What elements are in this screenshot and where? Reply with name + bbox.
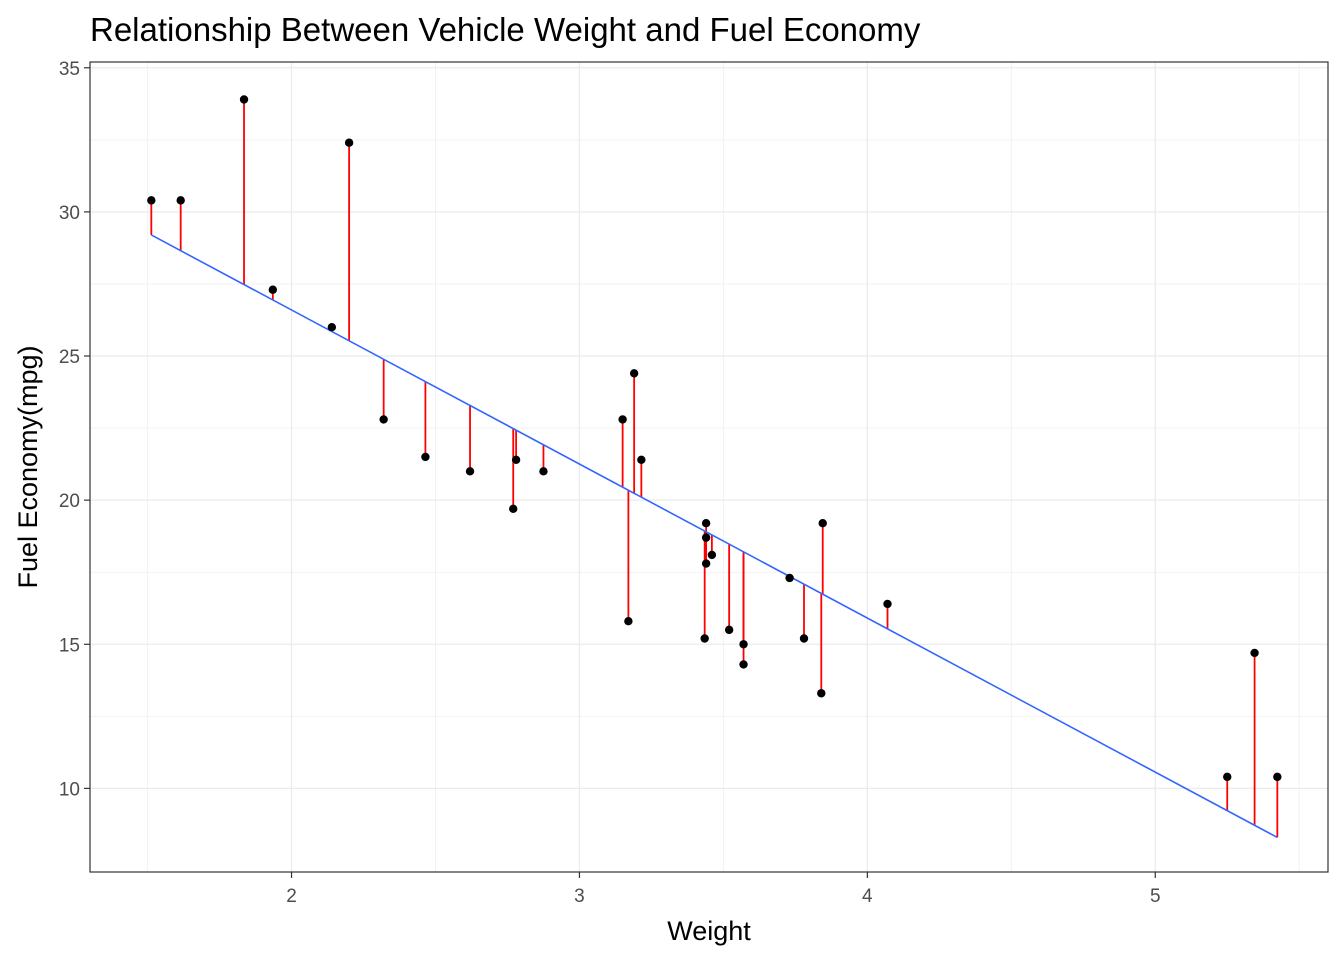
data-point [700, 634, 709, 643]
y-tick-label: 15 [59, 635, 80, 656]
data-point [799, 634, 809, 643]
x-tick-label: 5 [1150, 886, 1161, 907]
data-point [421, 452, 430, 462]
regression-line-group [150, 234, 1278, 839]
data-point [618, 415, 627, 424]
data-point [1250, 648, 1259, 658]
data-point [176, 196, 185, 205]
data-point [818, 519, 827, 528]
data-point [239, 95, 249, 104]
data-point [637, 455, 646, 464]
data-point [465, 467, 475, 476]
data-point [701, 519, 711, 528]
x-axis-label: Weight [667, 916, 751, 946]
data-point [883, 599, 892, 609]
data-point [629, 369, 639, 378]
data-point [624, 617, 633, 626]
data-points [147, 95, 1282, 782]
data-point [379, 415, 388, 424]
data-point [701, 533, 711, 542]
y-tick-label: 20 [59, 491, 80, 512]
residual-lines [150, 99, 1279, 838]
y-axis-label: Fuel Economy(mpg) [13, 345, 43, 588]
data-point [817, 689, 826, 698]
data-point [511, 455, 521, 464]
data-point [707, 550, 717, 560]
data-point [147, 196, 156, 205]
plot-border [89, 61, 1329, 873]
grid-lines [90, 62, 1328, 872]
data-point [1223, 772, 1232, 782]
data-point [785, 573, 794, 583]
y-tick-label: 30 [59, 203, 80, 224]
regression-line [150, 234, 1278, 839]
data-point [327, 322, 337, 332]
data-point [268, 285, 278, 294]
x-tick-label: 4 [862, 886, 873, 907]
data-point [509, 504, 518, 513]
y-tick-label: 35 [59, 59, 80, 80]
data-point [1273, 772, 1282, 782]
data-point [539, 467, 548, 476]
y-tick-label: 25 [59, 347, 80, 368]
y-tick-label: 10 [59, 779, 80, 800]
x-axis-ticks: 2 3 4 5 [286, 872, 1161, 907]
x-tick-label: 3 [574, 886, 585, 907]
data-point [701, 559, 711, 568]
data-point [724, 625, 734, 635]
x-tick-label: 2 [286, 886, 297, 907]
data-point [344, 138, 354, 147]
y-axis-ticks: 10 15 20 25 30 35 [59, 59, 90, 800]
data-point [739, 640, 748, 649]
chart-title: Relationship Between Vehicle Weight and … [90, 11, 921, 48]
data-point [739, 660, 748, 669]
